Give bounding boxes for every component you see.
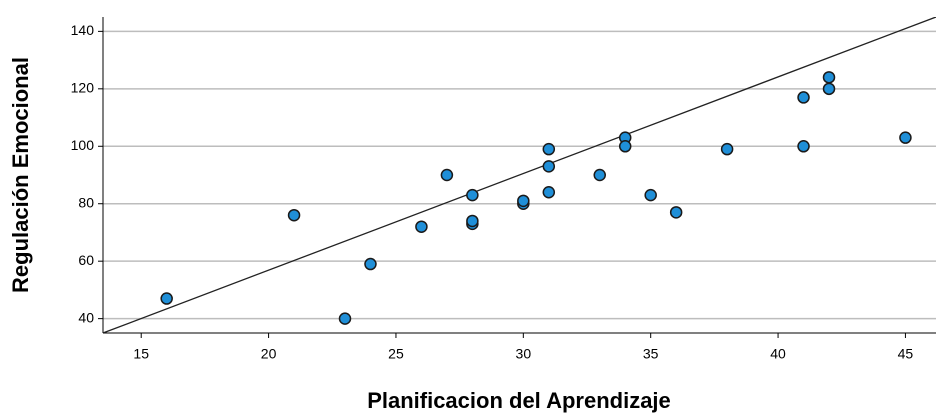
y-tick-label: 80 — [78, 194, 94, 210]
x-axis-title: Planificacion del Aprendizaje — [367, 388, 671, 413]
point — [822, 71, 836, 84]
point — [542, 142, 556, 156]
y-tick-label: 120 — [71, 80, 95, 96]
x-tick-label: 35 — [643, 346, 659, 362]
x-tick-label: 25 — [388, 346, 404, 362]
point — [797, 91, 810, 104]
y-axis-title: Regulación Emocional — [8, 57, 33, 293]
x-tick-label: 30 — [516, 346, 532, 362]
point — [287, 208, 301, 222]
x-tick-label: 15 — [133, 346, 149, 362]
point — [160, 292, 173, 305]
point — [644, 188, 657, 202]
point — [822, 82, 836, 96]
point — [542, 160, 556, 173]
point — [797, 140, 810, 153]
x-tick-label: 20 — [261, 346, 277, 362]
point — [899, 131, 912, 144]
point — [669, 206, 683, 219]
point — [338, 312, 352, 325]
y-tick-label: 140 — [71, 22, 95, 38]
fit-line — [103, 17, 936, 333]
y-tick-label: 60 — [78, 252, 94, 268]
y-tick-label: 100 — [71, 137, 95, 153]
x-tick-label: 40 — [770, 346, 786, 362]
x-tick-label: 45 — [898, 346, 914, 362]
point — [415, 220, 428, 233]
point — [618, 140, 632, 153]
point — [720, 142, 734, 156]
point — [517, 194, 530, 208]
point — [440, 168, 454, 182]
point — [466, 188, 479, 202]
point — [593, 168, 606, 182]
y-tick-label: 40 — [78, 309, 94, 325]
point — [466, 214, 479, 228]
point — [364, 257, 377, 271]
point — [542, 185, 556, 199]
